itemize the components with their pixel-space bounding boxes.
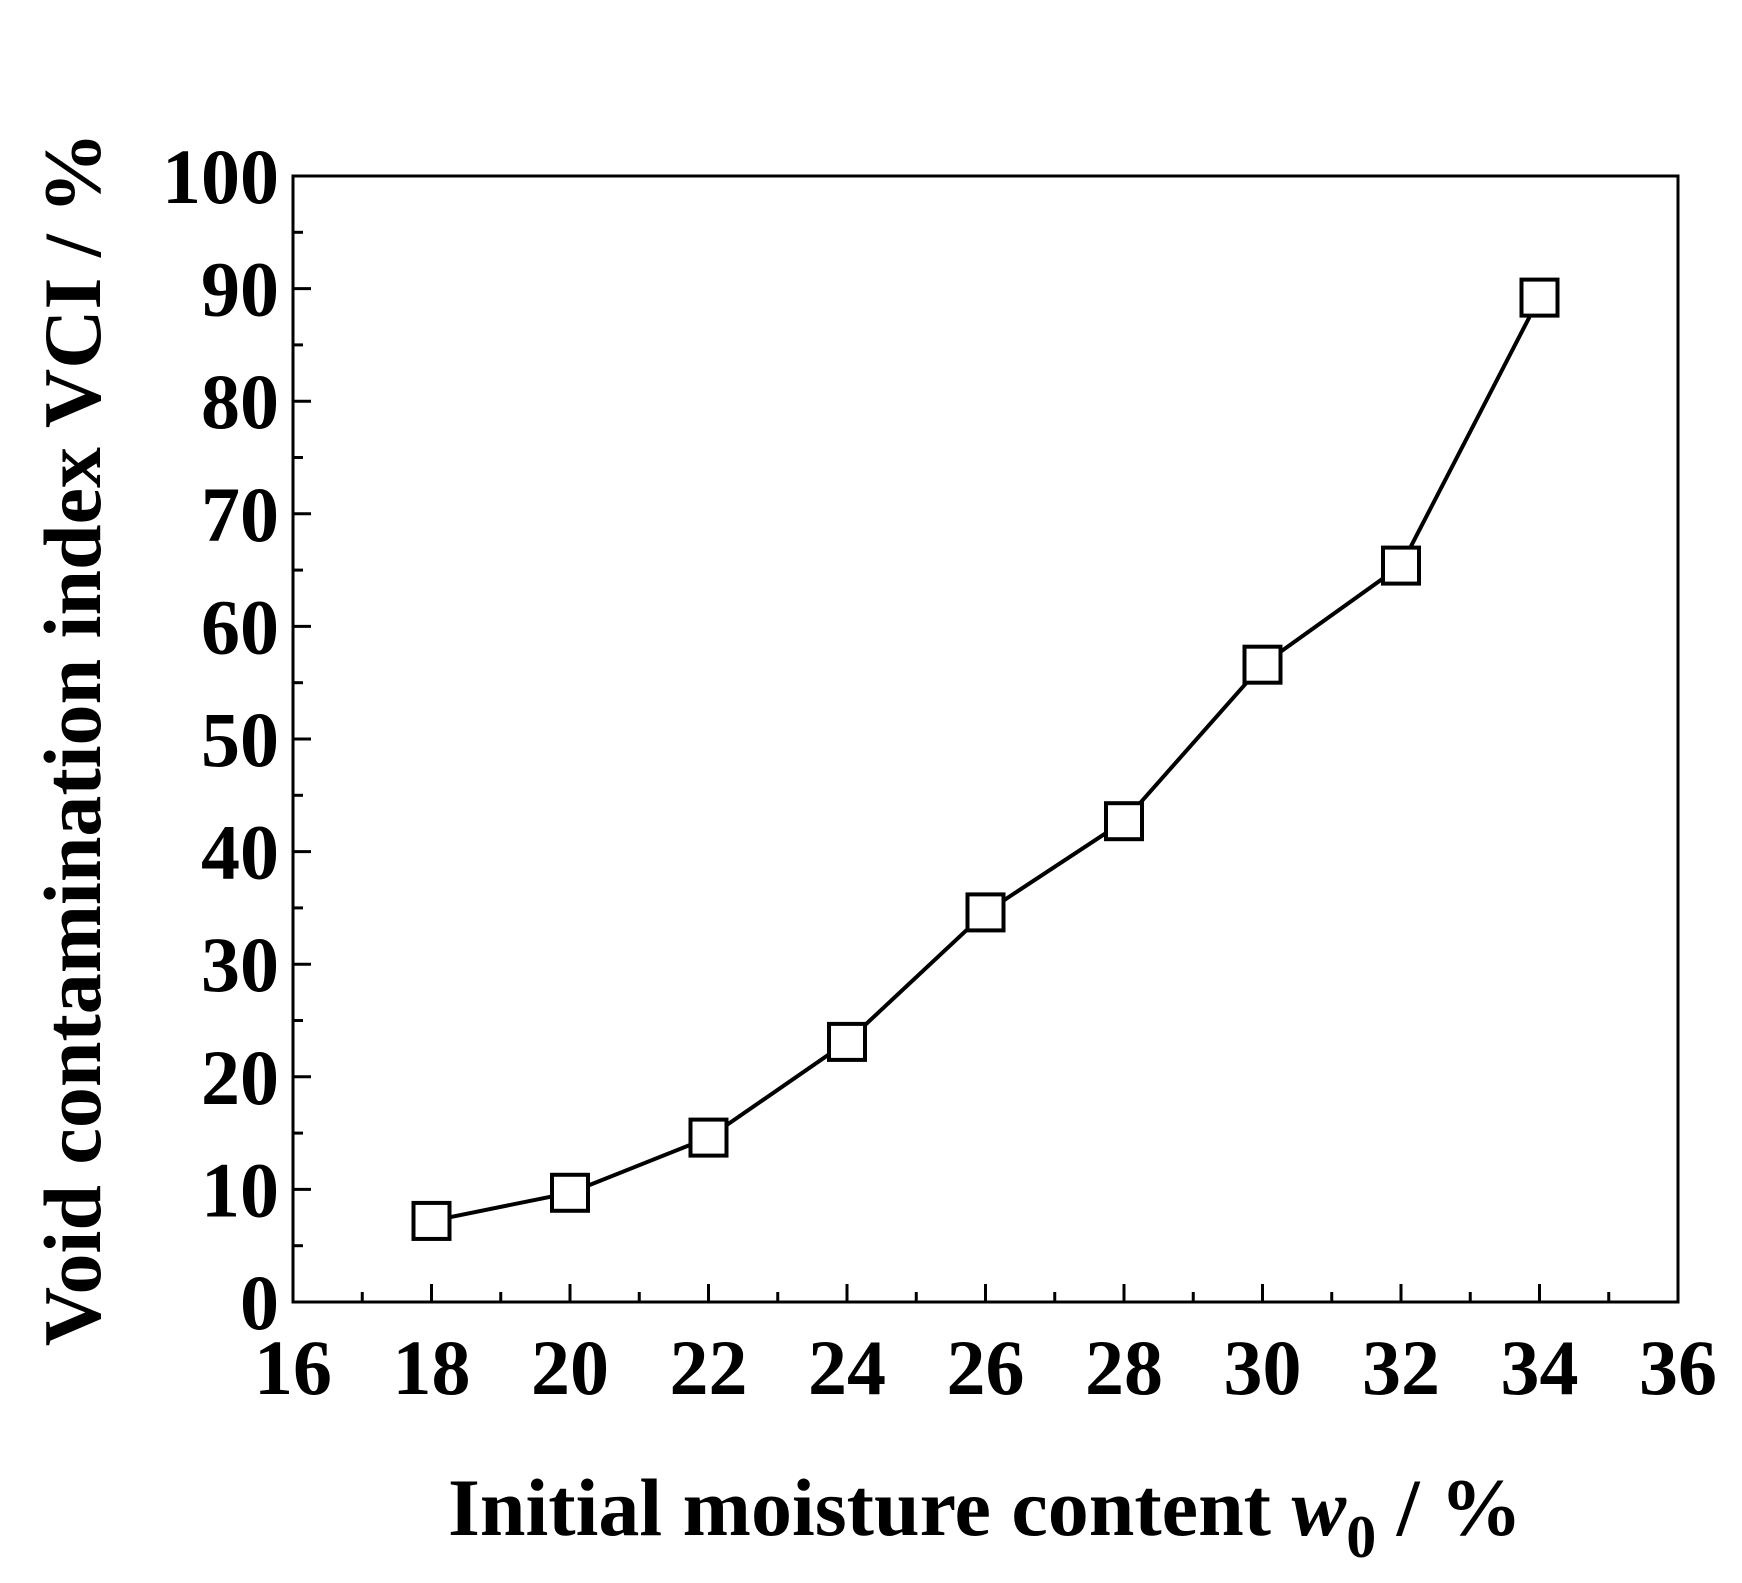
y-tick-label: 60 (201, 583, 279, 670)
y-tick-label: 50 (201, 696, 279, 783)
marker (550, 1172, 590, 1213)
x-tick-label: 24 (808, 1324, 886, 1411)
x-axis-label: Initial moisture content w0 / % (448, 1462, 1522, 1570)
x-tick-label: 26 (947, 1324, 1025, 1411)
y-tick-label: 80 (201, 358, 279, 445)
x-label-sub: 0 (1346, 1504, 1376, 1570)
marker (1381, 545, 1421, 586)
marker (1242, 644, 1283, 685)
marker (827, 1021, 867, 1062)
marker (411, 1200, 452, 1241)
x-tick-label: 34 (1501, 1324, 1579, 1411)
x-tick-label: 32 (1362, 1324, 1440, 1411)
x-label-text: Initial moisture content (448, 1462, 1292, 1553)
x-tick-label: 18 (393, 1324, 471, 1411)
marker (1519, 277, 1560, 318)
x-tick-label: 16 (254, 1324, 332, 1411)
y-tick-label: 20 (201, 1034, 279, 1121)
x-label-unit: / % (1376, 1462, 1522, 1553)
y-tick-label: 10 (201, 1146, 279, 1233)
x-tick-label: 30 (1224, 1324, 1302, 1411)
x-tick-label: 22 (670, 1324, 748, 1411)
x-tick-label: 28 (1085, 1324, 1163, 1411)
y-tick-label: 30 (201, 921, 279, 1008)
line (431, 296, 1542, 1223)
plot-frame (291, 174, 1680, 1304)
y-tick-label: 40 (201, 809, 279, 896)
marker (688, 1117, 729, 1158)
marker (965, 892, 1006, 933)
y-tick-label: 0 (240, 1259, 279, 1346)
x-tick-label: 36 (1639, 1324, 1717, 1411)
y-tick-label: 100 (162, 133, 279, 220)
y-tick-label: 90 (201, 246, 279, 333)
y-tick-label: 70 (201, 471, 279, 558)
y-axis-label: Void contamination index VCI / % (27, 132, 118, 1346)
marker (1104, 801, 1144, 842)
x-tick-label: 20 (531, 1324, 609, 1411)
x-label-var: w (1292, 1462, 1347, 1553)
